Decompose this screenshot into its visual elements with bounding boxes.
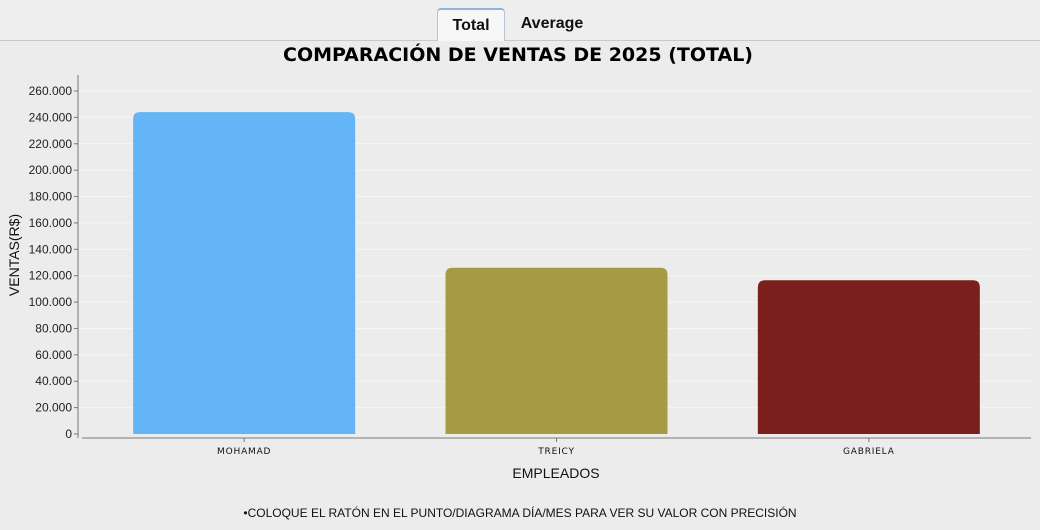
y-tick-label: 40.000 xyxy=(35,374,72,388)
tab-total[interactable]: Total xyxy=(437,8,505,41)
y-tick-label: 100.000 xyxy=(29,295,73,309)
tab-bar: Total Average xyxy=(0,0,1040,41)
x-tick-label: MOHAMAD xyxy=(217,447,271,457)
y-tick-label: 140.000 xyxy=(29,242,73,256)
y-tick-label: 80.000 xyxy=(35,321,72,335)
y-tick-label: 120.000 xyxy=(29,269,73,283)
y-tick-label: 240.000 xyxy=(29,110,73,124)
y-tick-label: 60.000 xyxy=(35,348,72,362)
y-tick-label: 180.000 xyxy=(29,190,73,204)
bar-chart[interactable]: COMPARACIÓN DE VENTAS DE 2025 (TOTAL) 0 2… xyxy=(0,40,1040,500)
hover-instruction-text: •COLOQUE EL RATÓN EN EL PUNTO/DIAGRAMA D… xyxy=(243,506,797,520)
y-tick-label: 260.000 xyxy=(29,84,73,98)
chart-title: COMPARACIÓN DE VENTAS DE 2025 (TOTAL) xyxy=(283,42,753,66)
y-tick-label: 160.000 xyxy=(29,216,73,230)
bar-gabriela[interactable] xyxy=(757,280,980,434)
y-tick-label: 220.000 xyxy=(29,137,73,151)
x-axis-label: EMPLEADOS xyxy=(512,465,599,481)
y-axis-label: VENTAS(R$) xyxy=(6,214,22,296)
y-tick-label: 0 xyxy=(65,427,72,441)
y-tick-label: 20.000 xyxy=(35,401,72,415)
y-tick-label: 200.000 xyxy=(29,163,73,177)
bar-treicy[interactable] xyxy=(445,267,668,434)
plot-area: 0 20.000 40.000 60.000 80.000 100.000 120.000 1… xyxy=(29,75,1031,457)
x-tick-label: GABRIELA xyxy=(843,447,895,457)
x-tick-label: TREICY xyxy=(537,447,575,457)
tab-average[interactable]: Average xyxy=(520,15,584,32)
bar-mohamad[interactable] xyxy=(133,112,356,434)
